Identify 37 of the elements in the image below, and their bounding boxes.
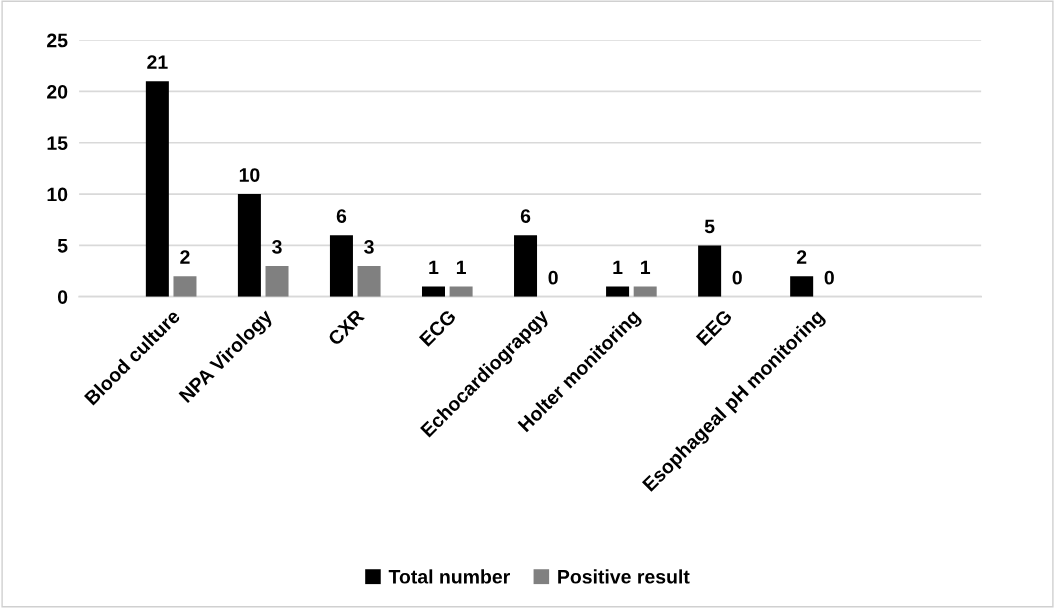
bar	[329, 235, 353, 297]
y-tick-label: 25	[47, 33, 68, 48]
y-tick-label: 0	[57, 290, 68, 304]
data-label: 6	[336, 209, 347, 223]
data-label: 1	[456, 260, 466, 275]
bar	[514, 235, 538, 297]
bar	[698, 245, 722, 297]
data-label: 21	[147, 55, 168, 69]
data-label: 0	[548, 270, 558, 285]
bar	[449, 286, 473, 297]
y-tick-label: 5	[57, 239, 68, 253]
data-label: 3	[272, 239, 282, 254]
y-tick-label: 15	[47, 136, 68, 150]
data-label: 5	[704, 219, 715, 234]
bar	[421, 286, 445, 297]
data-label: 3	[364, 239, 374, 254]
bar	[357, 265, 381, 297]
data-label: 10	[239, 168, 260, 182]
data-label: 1	[613, 260, 623, 275]
data-label: 0	[824, 270, 834, 285]
data-label: 0	[732, 270, 742, 285]
bar	[173, 276, 197, 297]
data-label: 2	[796, 250, 807, 264]
data-label: 6	[520, 209, 531, 223]
data-label: 1	[429, 260, 439, 275]
y-tick-label: 20	[47, 84, 68, 99]
data-label: 2	[180, 250, 190, 264]
bar	[237, 194, 261, 297]
bar	[633, 286, 657, 297]
legend-label: Positive result	[558, 569, 690, 584]
bar	[606, 286, 630, 297]
bar	[790, 276, 814, 297]
legend-label: Total number	[388, 569, 510, 584]
bar	[265, 265, 289, 297]
data-label: 1	[641, 260, 651, 275]
bar	[145, 81, 169, 297]
y-tick-label: 10	[47, 187, 68, 202]
